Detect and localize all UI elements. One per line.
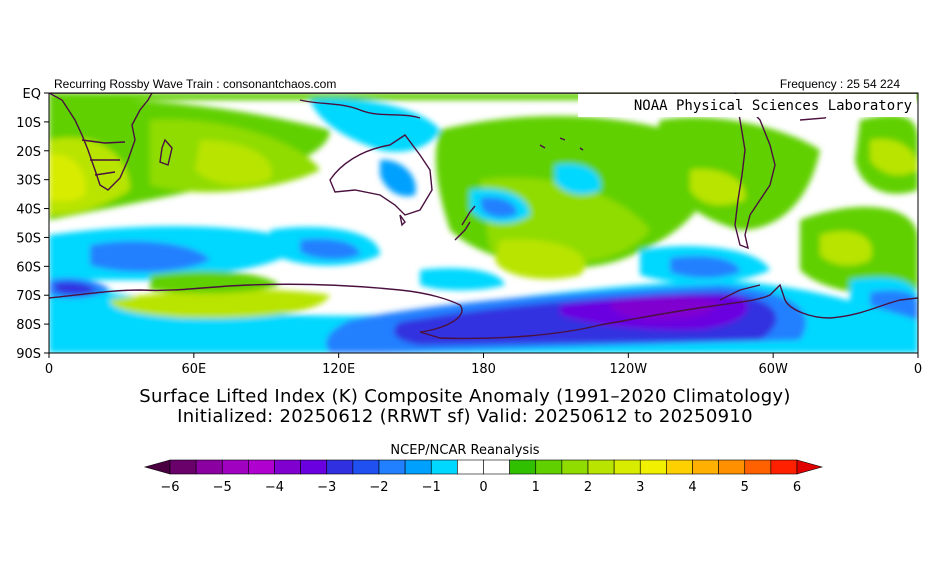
lat-label: EQ bbox=[23, 87, 41, 102]
watermark-box bbox=[578, 94, 916, 117]
coastlines bbox=[49, 93, 918, 340]
longitude-axis: 0 60E 120E 180 120W 60W 0 bbox=[45, 353, 922, 377]
lon-label: 120W bbox=[609, 362, 647, 377]
watermark-text: NOAA Physical Sciences Laboratory bbox=[634, 98, 912, 114]
title-line-1: Surface Lifted Index (K) Composite Anoma… bbox=[139, 386, 791, 407]
lat-label: 80S bbox=[16, 318, 41, 333]
lon-label: 60E bbox=[181, 362, 206, 377]
source-label: NCEP/NCAR Reanalysis bbox=[390, 443, 540, 458]
lon-label: 0 bbox=[45, 362, 53, 377]
lon-label: 60W bbox=[758, 362, 788, 377]
lat-label: 20S bbox=[16, 145, 41, 160]
lat-label: 50S bbox=[16, 231, 41, 246]
latitude-axis: EQ 10S 20S 30S 40S 50S 60S 70S 80S 90S bbox=[16, 87, 49, 362]
lat-label: 60S bbox=[16, 260, 41, 275]
lat-label: 40S bbox=[16, 203, 41, 218]
lon-label: 180 bbox=[471, 362, 496, 377]
anomaly-field bbox=[49, 93, 918, 353]
lat-label: 90S bbox=[16, 347, 41, 362]
lon-label: 120E bbox=[322, 362, 355, 377]
lat-label: 10S bbox=[16, 116, 41, 131]
lon-label: 0 bbox=[914, 362, 922, 377]
header-right-text: Frequency : 25 54 224 bbox=[779, 77, 900, 91]
title-line-2: Initialized: 20250612 (RRWT sf) Valid: 2… bbox=[177, 406, 753, 427]
header-left-text: Recurring Rossby Wave Train : consonantc… bbox=[54, 77, 337, 91]
lat-label: 30S bbox=[16, 174, 41, 189]
lat-label: 70S bbox=[16, 289, 41, 304]
